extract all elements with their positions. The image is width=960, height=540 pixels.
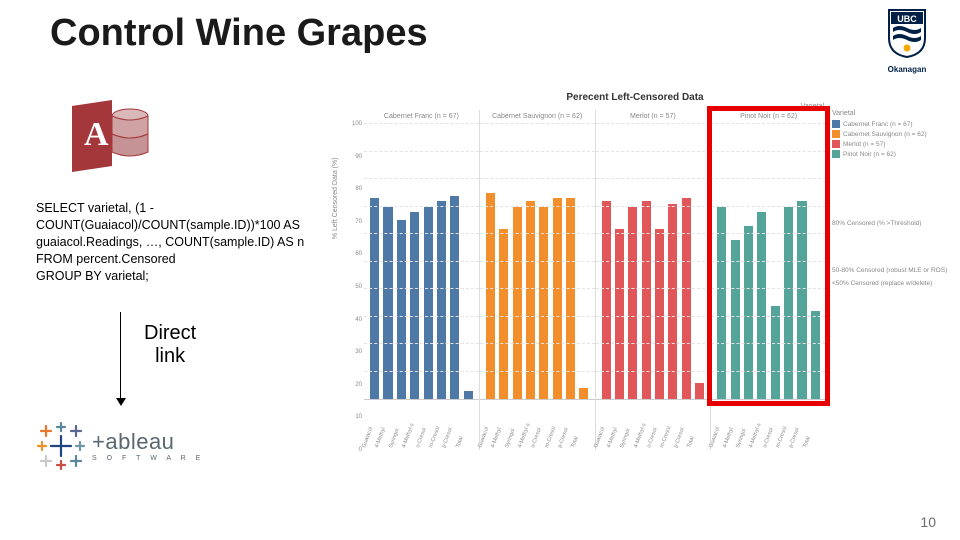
bar: [642, 201, 651, 399]
legend-item: Cabernet Franc (n = 67): [832, 120, 930, 128]
y-tick: 100: [352, 121, 362, 127]
bar: [464, 391, 473, 399]
sql-line: GROUP BY varietal;: [36, 268, 326, 285]
chart-subtitle: Varietal: [340, 103, 930, 110]
bar: [553, 198, 562, 399]
y-axis: % Left Censored Data (%) 010203040506070…: [340, 110, 364, 450]
legend-title: Varietal: [832, 110, 930, 117]
highlight-box: [707, 106, 830, 406]
legend-swatch-icon: [832, 150, 840, 158]
chart-panels: Cabernet Franc (n = 67)Guaiacol4-MethylS…: [364, 110, 826, 450]
chart-panel: Cabernet Sauvignon (n = 62)Guaiacol4-Met…: [479, 110, 595, 450]
bar: [615, 229, 624, 400]
y-tick: 90: [355, 154, 362, 160]
bar: [370, 198, 379, 399]
y-tick: 50: [355, 284, 362, 290]
y-tick: 40: [355, 317, 362, 323]
tableau-name: +ableau: [92, 429, 204, 455]
ubc-logo: UBC Okanagan: [872, 8, 942, 74]
bar: [566, 198, 575, 399]
y-tick: 70: [355, 219, 362, 225]
bar: [397, 220, 406, 399]
legend-item: Merlot (n = 57): [832, 140, 930, 148]
bar: [486, 193, 495, 399]
panel-title: Merlot (n = 57): [596, 110, 711, 124]
y-tick: 0: [359, 447, 362, 453]
tableau-mark-icon: [36, 421, 86, 471]
chart-panel: Merlot (n = 57)Guaiacol4-MethylSyringol4…: [595, 110, 711, 450]
panel-title: Cabernet Franc (n = 67): [364, 110, 479, 124]
legend-swatch-icon: [832, 140, 840, 148]
legend-item: Cabernet Sauvignon (n = 62): [832, 130, 930, 138]
bar: [695, 383, 704, 400]
sql-query: SELECT varietal, (1 - COUNT(Guaiacol)/CO…: [36, 200, 326, 284]
bar: [602, 201, 611, 399]
panel-title: Cabernet Sauvignon (n = 62): [480, 110, 595, 124]
sql-line: COUNT(Guaiacol)/COUNT(sample.ID))*100 AS: [36, 217, 326, 234]
bar: [655, 229, 664, 400]
legend-swatch-icon: [832, 120, 840, 128]
bar: [499, 229, 508, 400]
y-tick: 30: [355, 349, 362, 355]
svg-text:UBC: UBC: [897, 14, 917, 24]
threshold-label: 50-80% Censored (robust MLE or ROS): [832, 267, 930, 274]
bars-area: [480, 124, 595, 400]
arrow-line: [120, 312, 121, 404]
y-tick: 20: [355, 382, 362, 388]
chart-panel: Cabernet Franc (n = 67)Guaiacol4-MethylS…: [364, 110, 479, 450]
page-number: 10: [920, 514, 936, 530]
access-icon: A: [72, 100, 152, 172]
bar: [579, 388, 588, 399]
bar: [450, 196, 459, 400]
threshold-label: 80% Censored (% >Threshold): [832, 220, 930, 227]
tableau-sub: S O F T W A R E: [92, 455, 204, 462]
direct-link-label: Direct link: [144, 322, 196, 368]
y-tick: 10: [355, 414, 362, 420]
ubc-shield-icon: UBC: [887, 8, 927, 58]
y-axis-label: % Left Censored Data (%): [332, 157, 339, 239]
chart-title: Perecent Left-Censored Data: [340, 92, 930, 103]
arrow-head-icon: [116, 398, 126, 406]
sql-line: guaiacol.Readings, …, COUNT(sample.ID) A…: [36, 234, 326, 251]
slide-title: Control Wine Grapes: [50, 12, 428, 55]
threshold-label: <50% Censored (replace w/delete): [832, 280, 930, 287]
bar: [437, 201, 446, 399]
bar: [526, 201, 535, 399]
sql-line: FROM percent.Censored: [36, 251, 326, 268]
legend-swatch-icon: [832, 130, 840, 138]
bars-area: [364, 124, 479, 400]
y-tick: 60: [355, 251, 362, 257]
chart-legend: Varietal Cabernet Franc (n = 67) Cabernet…: [826, 110, 930, 450]
tableau-logo: +ableau S O F T W A R E: [36, 418, 246, 473]
chart-panel: Pinot Noir (n = 62)Guaiacol4-MethylSyrin…: [710, 110, 826, 450]
censored-chart: Perecent Left-Censored Data Varietal % L…: [340, 92, 930, 486]
legend-item: Pinot Noir (n = 62): [832, 150, 930, 158]
sql-line: SELECT varietal, (1 -: [36, 200, 326, 217]
y-tick: 80: [355, 186, 362, 192]
ubc-campus: Okanagan: [872, 65, 942, 74]
svg-text:A: A: [84, 116, 109, 153]
bar: [682, 198, 691, 399]
bars-area: [596, 124, 711, 400]
